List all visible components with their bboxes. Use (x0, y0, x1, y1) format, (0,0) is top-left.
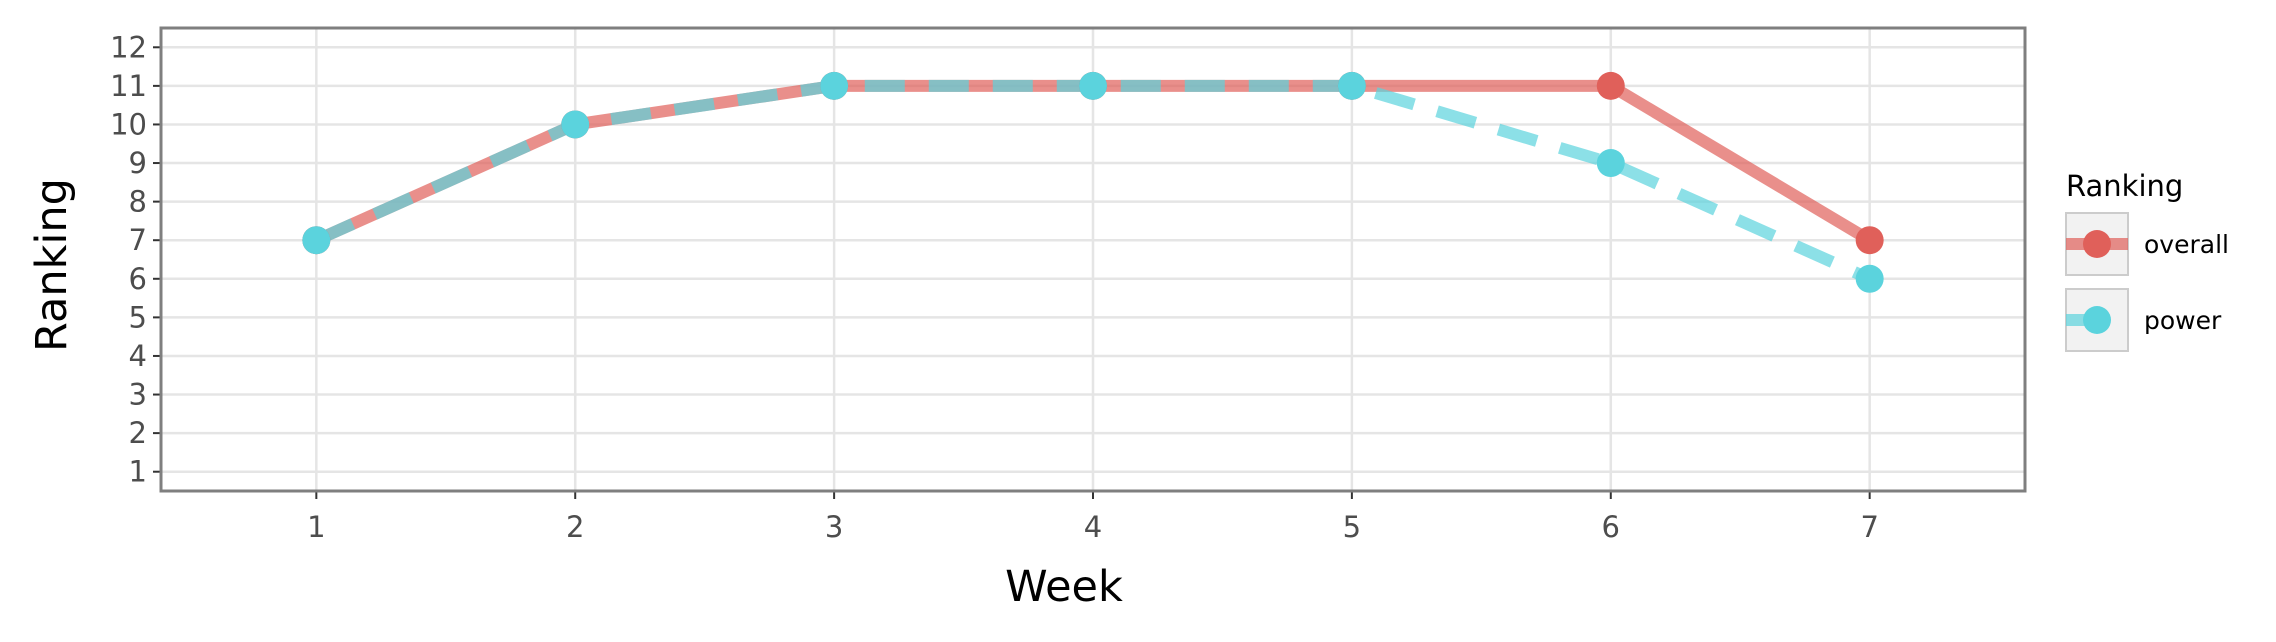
x-axis-title: Week (1005, 562, 1123, 612)
series-points (302, 71, 1884, 293)
y-tick-label: 2 (129, 416, 147, 450)
legend-key-point (2083, 306, 2111, 334)
x-tick-label: 7 (1860, 510, 1878, 544)
y-tick-label: 7 (129, 223, 147, 257)
y-axis-title: Ranking (27, 178, 77, 352)
y-tick-label: 5 (129, 300, 147, 334)
x-tick-label: 5 (1343, 510, 1361, 544)
y-tick-label: 12 (110, 30, 147, 64)
data-point-overall (1855, 226, 1884, 255)
y-tick-label: 9 (129, 146, 147, 180)
legend: Ranking overall power (2065, 169, 2229, 352)
x-tick-label: 2 (566, 510, 584, 544)
legend-key-point (2083, 230, 2111, 258)
data-point-power (1079, 71, 1107, 100)
legend-label: overall (2144, 230, 2229, 259)
x-tick-label: 3 (825, 510, 843, 544)
data-point-overall (1596, 71, 1625, 100)
legend-item-overall: overall (2065, 212, 2229, 276)
data-point-power (561, 110, 590, 139)
panel-border (159, 26, 2027, 493)
legend-item-power: power (2065, 288, 2222, 352)
y-tick-label: 11 (110, 69, 147, 103)
data-point-power (1596, 149, 1625, 178)
y-tick-label: 10 (110, 107, 147, 141)
x-tick-label: 6 (1602, 510, 1620, 544)
data-point-power (820, 71, 849, 100)
y-tick-label: 8 (129, 185, 147, 219)
legend-title: Ranking (2066, 169, 2183, 203)
y-tick-label: 3 (129, 378, 147, 412)
y-tick-label: 4 (129, 339, 147, 373)
grid (161, 28, 2025, 491)
x-tick-label: 1 (307, 510, 325, 544)
data-point-power (1855, 264, 1884, 293)
y-tick-label: 1 (129, 455, 147, 489)
data-point-power (302, 226, 331, 255)
x-axis-ticks: 1 2 3 4 5 6 7 (307, 491, 1879, 544)
y-tick-label: 6 (129, 262, 147, 296)
data-point-power (1337, 71, 1366, 100)
legend-label: power (2144, 306, 2222, 335)
legend-items: overall power (2065, 212, 2229, 352)
x-tick-label: 4 (1084, 510, 1102, 544)
